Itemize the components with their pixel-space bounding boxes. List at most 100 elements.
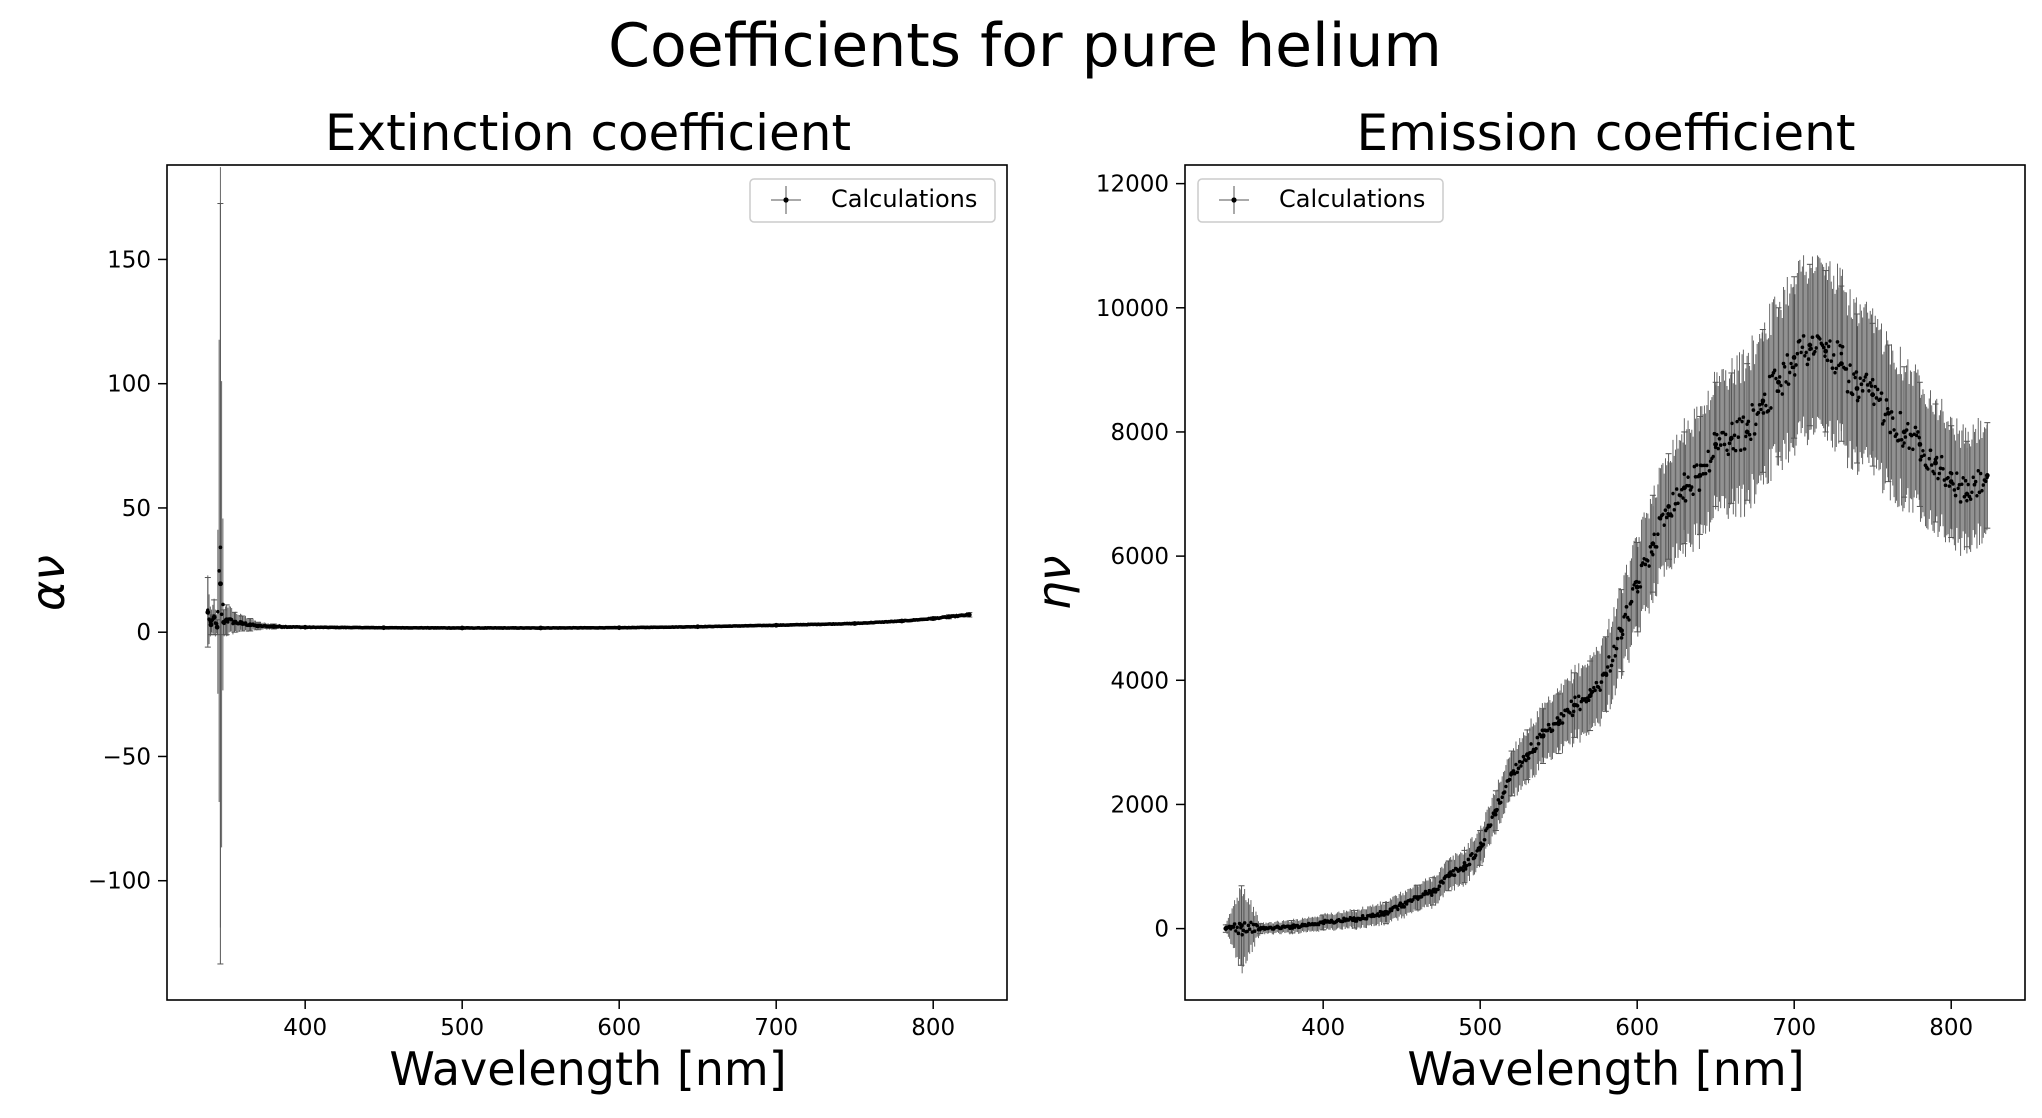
emission-point — [1411, 898, 1415, 902]
emission-point — [1240, 932, 1244, 937]
emission-point — [1917, 435, 1921, 440]
emission-point — [1859, 382, 1864, 387]
emission-point — [1943, 483, 1948, 488]
emission-point — [1789, 361, 1793, 366]
emission-point — [1545, 728, 1550, 733]
emission-point — [1766, 408, 1771, 413]
emission-point — [1462, 864, 1467, 869]
emission-point — [1749, 437, 1753, 442]
emission-point — [1477, 845, 1483, 851]
emission-point — [1624, 605, 1629, 609]
emission-point — [1776, 389, 1781, 393]
emission-point — [1716, 446, 1721, 451]
emission-point — [1978, 471, 1983, 476]
emission-point — [1599, 680, 1604, 684]
emission-point — [1929, 463, 1934, 467]
extinction-xtick-label: 700 — [754, 1015, 798, 1041]
emission-point — [1854, 386, 1860, 391]
emission-point — [1636, 589, 1640, 594]
emission-point — [1441, 881, 1445, 885]
figure-title: Coefficients for pure helium — [608, 11, 1442, 81]
emission-point — [1723, 432, 1728, 437]
extinction-point — [219, 612, 224, 617]
emission-point — [1804, 350, 1808, 355]
emission-point — [1890, 416, 1895, 420]
emission-point — [1761, 411, 1766, 415]
emission-point — [1526, 756, 1531, 760]
emission-ytick-label: 0 — [1154, 917, 1169, 943]
emission-point — [1865, 383, 1870, 387]
emission-point — [1603, 671, 1609, 677]
extinction-point — [381, 625, 387, 631]
emission-point — [1462, 861, 1467, 865]
emission-point — [1947, 484, 1952, 488]
emission-point — [1971, 475, 1975, 480]
emission-point — [1788, 370, 1792, 375]
emission-point — [1593, 688, 1597, 693]
extinction-ytick-label: 0 — [136, 620, 151, 646]
emission-point — [1643, 562, 1648, 567]
extinction-ytick-label: 150 — [107, 247, 151, 273]
emission-point — [1829, 359, 1834, 363]
emission-point — [1436, 887, 1440, 892]
emission-point — [1752, 432, 1757, 436]
emission-point — [1892, 428, 1896, 432]
emission-point — [1961, 476, 1965, 480]
extinction-point — [205, 609, 211, 615]
emission-point — [1814, 346, 1818, 350]
emission-point — [1588, 688, 1592, 692]
emission-panel: Emission coefficient Wavelength [nm] ην … — [1027, 104, 2026, 1096]
emission-point — [1983, 479, 1988, 484]
extinction-legend-marker — [771, 186, 801, 214]
emission-point — [1869, 384, 1874, 388]
emission-point — [1674, 487, 1679, 491]
emission-point — [1740, 419, 1744, 424]
emission-point — [1805, 362, 1810, 367]
emission-point — [1651, 552, 1655, 557]
emission-point — [1706, 449, 1710, 454]
extinction-ytick-label: −100 — [88, 869, 151, 895]
emission-point — [1629, 599, 1634, 604]
emission-point — [1810, 335, 1815, 340]
emission-point — [1884, 398, 1889, 402]
emission-point — [1430, 893, 1434, 898]
emission-point — [1886, 410, 1891, 416]
emission-point — [1607, 655, 1611, 659]
emission-point — [1916, 430, 1920, 434]
emission-point — [1739, 448, 1743, 452]
emission-point — [1918, 458, 1923, 462]
emission-point — [1717, 436, 1722, 441]
emission-point — [1759, 407, 1763, 412]
emission-legend-box — [1197, 178, 1444, 223]
emission-point — [1733, 448, 1738, 453]
emission-point — [1559, 712, 1563, 716]
emission-point — [1860, 389, 1865, 393]
emission-point — [1496, 798, 1501, 802]
emission-point — [1882, 419, 1886, 423]
emission-point — [1681, 496, 1685, 500]
emission-point — [1515, 770, 1520, 775]
emission-point — [1850, 392, 1855, 397]
emission-point — [1231, 925, 1236, 929]
extinction-panel: Extinction coefficient Wavelength [nm] α… — [21, 104, 1008, 1096]
extinction-point — [224, 617, 230, 623]
emission-errorbars — [1222, 255, 1991, 974]
emission-point — [1746, 419, 1751, 424]
emission-point — [1721, 430, 1726, 435]
emission-point — [1780, 392, 1785, 396]
emission-point — [1831, 353, 1836, 357]
emission-point — [1781, 361, 1786, 366]
emission-point — [1735, 419, 1739, 424]
emission-point — [1535, 735, 1540, 740]
emission-point — [1509, 771, 1514, 776]
emission-point — [1845, 389, 1850, 394]
emission-point — [1446, 873, 1452, 879]
emission-point — [1782, 364, 1787, 369]
emission-point — [1818, 337, 1822, 341]
extinction-title: Extinction coefficient — [325, 104, 851, 162]
emission-point — [1529, 742, 1533, 746]
emission-ytick-label: 10000 — [1096, 296, 1169, 322]
emission-point — [1825, 358, 1830, 363]
extinction-xtick-label: 500 — [440, 1015, 484, 1041]
emission-point — [1614, 646, 1619, 651]
